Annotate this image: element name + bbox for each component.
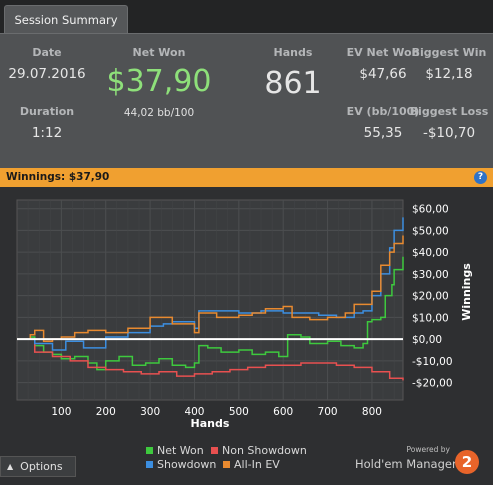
session-summary-panel: Date 29.07.2016 Duration 1:12 Net Won $3… xyxy=(0,33,493,168)
x-tick-label: 100 xyxy=(51,406,71,418)
legend-non-showdown: Non Showdown xyxy=(211,444,307,457)
y-tick-label: $20,00 xyxy=(412,291,449,303)
y-tick-label: -$20,00 xyxy=(412,378,453,390)
y-axis-label: Winnings xyxy=(460,263,473,321)
winnings-chart: 100 200 300 400 500 600 700 800 $60,00 $50,00 $40… xyxy=(16,199,473,430)
x-tick-label: 800 xyxy=(362,406,382,418)
biggest-win-value: $12,18 xyxy=(425,66,473,82)
tab-session-summary[interactable]: Session Summary xyxy=(4,5,128,33)
winnings-bar: Winnings: $37,90 ? xyxy=(0,168,493,187)
y-tick-label: -$10,00 xyxy=(412,356,453,368)
hm2-logo-icon: 2 xyxy=(455,450,479,474)
y-tick-label: $50,00 xyxy=(412,225,449,237)
x-axis-label: Hands xyxy=(191,417,230,430)
x-axis-ticks: 100 200 300 400 500 600 700 800 xyxy=(51,406,382,418)
y-tick-label: $60,00 xyxy=(412,204,449,216)
ev-bb100-label: EV (bb/100) xyxy=(346,105,420,118)
y-tick-label: $40,00 xyxy=(412,247,449,259)
y-axis-ticks: $60,00 $50,00 $40,00 $30,00 $20,00 $10,00 $0,0… xyxy=(412,204,453,390)
legend-net-won: Net Won xyxy=(146,444,204,457)
winnings-chart-area: 100 200 300 400 500 600 700 800 $60,00 $50,00 $40… xyxy=(0,187,493,481)
legend-allin-ev: All-In EV xyxy=(223,458,280,471)
winnings-title: Winnings: $37,90 xyxy=(6,171,109,183)
biggest-loss-value: -$10,70 xyxy=(422,125,476,141)
legend-label-net-won: Net Won xyxy=(157,444,204,457)
y-tick-label: $30,00 xyxy=(412,269,449,281)
x-tick-label: 300 xyxy=(140,406,160,418)
tab-label: Session Summary xyxy=(14,12,118,27)
x-tick-label: 400 xyxy=(184,406,204,418)
hands-value: 861 xyxy=(264,66,322,101)
y-tick-label: $0,00 xyxy=(412,334,442,346)
legend-label-non-showdown: Non Showdown xyxy=(222,444,307,457)
net-won-value: $37,90 xyxy=(106,64,212,99)
x-tick-label: 200 xyxy=(96,406,116,418)
help-icon[interactable]: ? xyxy=(474,171,487,184)
legend-showdown: Showdown xyxy=(146,458,216,471)
duration-value: 1:12 xyxy=(31,125,63,141)
date-value: 29.07.2016 xyxy=(8,66,86,82)
x-tick-label: 700 xyxy=(318,406,338,418)
winnings-value: $37,90 xyxy=(68,171,110,183)
series-line-net-won xyxy=(17,256,404,371)
x-tick-label: 600 xyxy=(273,406,293,418)
date-label: Date xyxy=(32,46,62,59)
y-tick-label: $10,00 xyxy=(412,312,449,324)
biggest-loss-label: Biggest Loss xyxy=(409,105,489,118)
series-line-all-in-ev xyxy=(17,235,404,343)
legend-swatch-showdown xyxy=(146,460,153,468)
chevron-up-icon: ▲ xyxy=(7,462,14,471)
net-won-label: Net Won xyxy=(132,46,186,59)
winnings-label: Winnings: xyxy=(6,171,66,183)
brand-name: Hold'em Manager xyxy=(355,457,457,471)
legend-swatch-non-showdown xyxy=(211,446,218,454)
biggest-win-label: Biggest Win xyxy=(411,46,487,59)
tab-bar: Session Summary xyxy=(0,0,493,34)
hands-label: Hands xyxy=(273,46,313,59)
legend-label-allin-ev: All-In EV xyxy=(234,458,280,471)
legend-swatch-allin-ev xyxy=(223,460,230,468)
options-button[interactable]: ▲ Options xyxy=(0,456,76,477)
net-won-bb100: 44,02 bb/100 xyxy=(123,107,195,119)
legend-swatch-net-won xyxy=(146,446,153,454)
ev-net-won-label: EV Net Won xyxy=(346,46,420,59)
ev-bb100-value: 55,35 xyxy=(363,125,403,141)
options-label: Options xyxy=(20,460,63,473)
series-line-non-showdown xyxy=(17,338,404,381)
chart-series xyxy=(17,217,404,381)
powered-by-text: Powered by xyxy=(406,445,450,454)
ev-net-won-value: $47,66 xyxy=(359,66,407,82)
legend-label-showdown: Showdown xyxy=(157,458,217,471)
x-tick-label: 500 xyxy=(229,406,249,418)
series-line-showdown xyxy=(17,217,404,351)
duration-label: Duration xyxy=(19,105,75,118)
